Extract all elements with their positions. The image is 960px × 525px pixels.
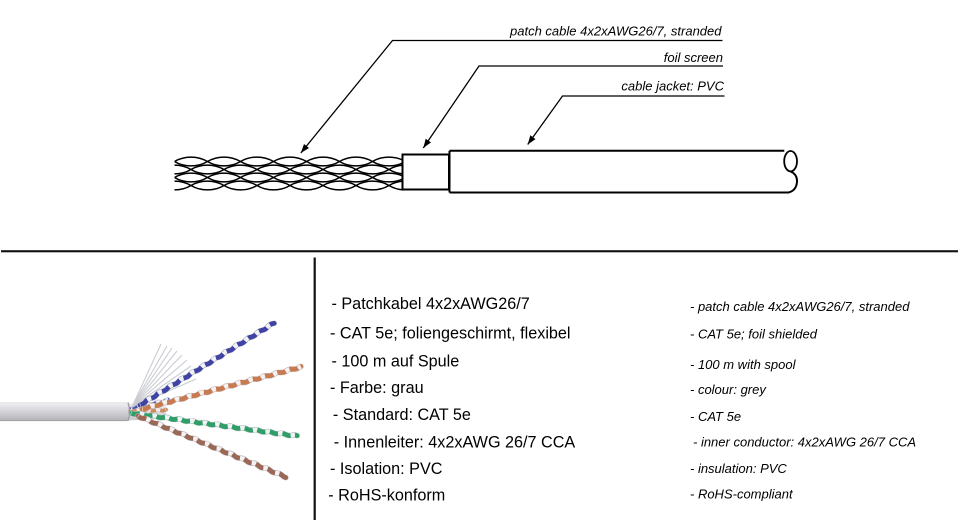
svg-text:patch cable 4x2xAWG26/7, stran: patch cable 4x2xAWG26/7, stranded [509,23,722,38]
svg-text:- inner conductor: 4x2xAWG 26/: - inner conductor: 4x2xAWG 26/7 CCA [693,435,916,450]
svg-text:foil screen: foil screen [664,50,723,65]
svg-text:- RoHS-compliant: - RoHS-compliant [690,486,794,501]
svg-text:- Innenleiter: 4x2xAWG 26/7 CC: - Innenleiter: 4x2xAWG 26/7 CCA [334,433,576,451]
svg-text:- Isolation: PVC: - Isolation: PVC [330,460,443,478]
svg-text:- Farbe: grau: - Farbe: grau [330,379,424,397]
svg-text:- 100 m with spool: - 100 m with spool [690,357,797,372]
svg-text:- Standard: CAT 5e: - Standard: CAT 5e [333,406,471,424]
svg-text:cable jacket: PVC: cable jacket: PVC [621,79,724,94]
svg-text:- patch cable 4x2xAWG26/7, str: - patch cable 4x2xAWG26/7, stranded [690,299,910,314]
svg-text:- 100 m auf Spule: - 100 m auf Spule [332,352,460,370]
svg-text:- RoHS-konform: - RoHS-konform [328,487,445,505]
svg-text:- colour: grey: - colour: grey [690,382,767,397]
svg-text:- CAT 5e; foil shielded: - CAT 5e; foil shielded [690,327,818,342]
svg-text:- CAT 5e; foliengeschirmt, fle: - CAT 5e; foliengeschirmt, flexibel [330,324,571,342]
svg-text:- Patchkabel 4x2xAWG26/7: - Patchkabel 4x2xAWG26/7 [332,295,530,313]
svg-text:- CAT 5e: - CAT 5e [690,409,741,424]
svg-text:- insulation: PVC: - insulation: PVC [690,461,787,476]
